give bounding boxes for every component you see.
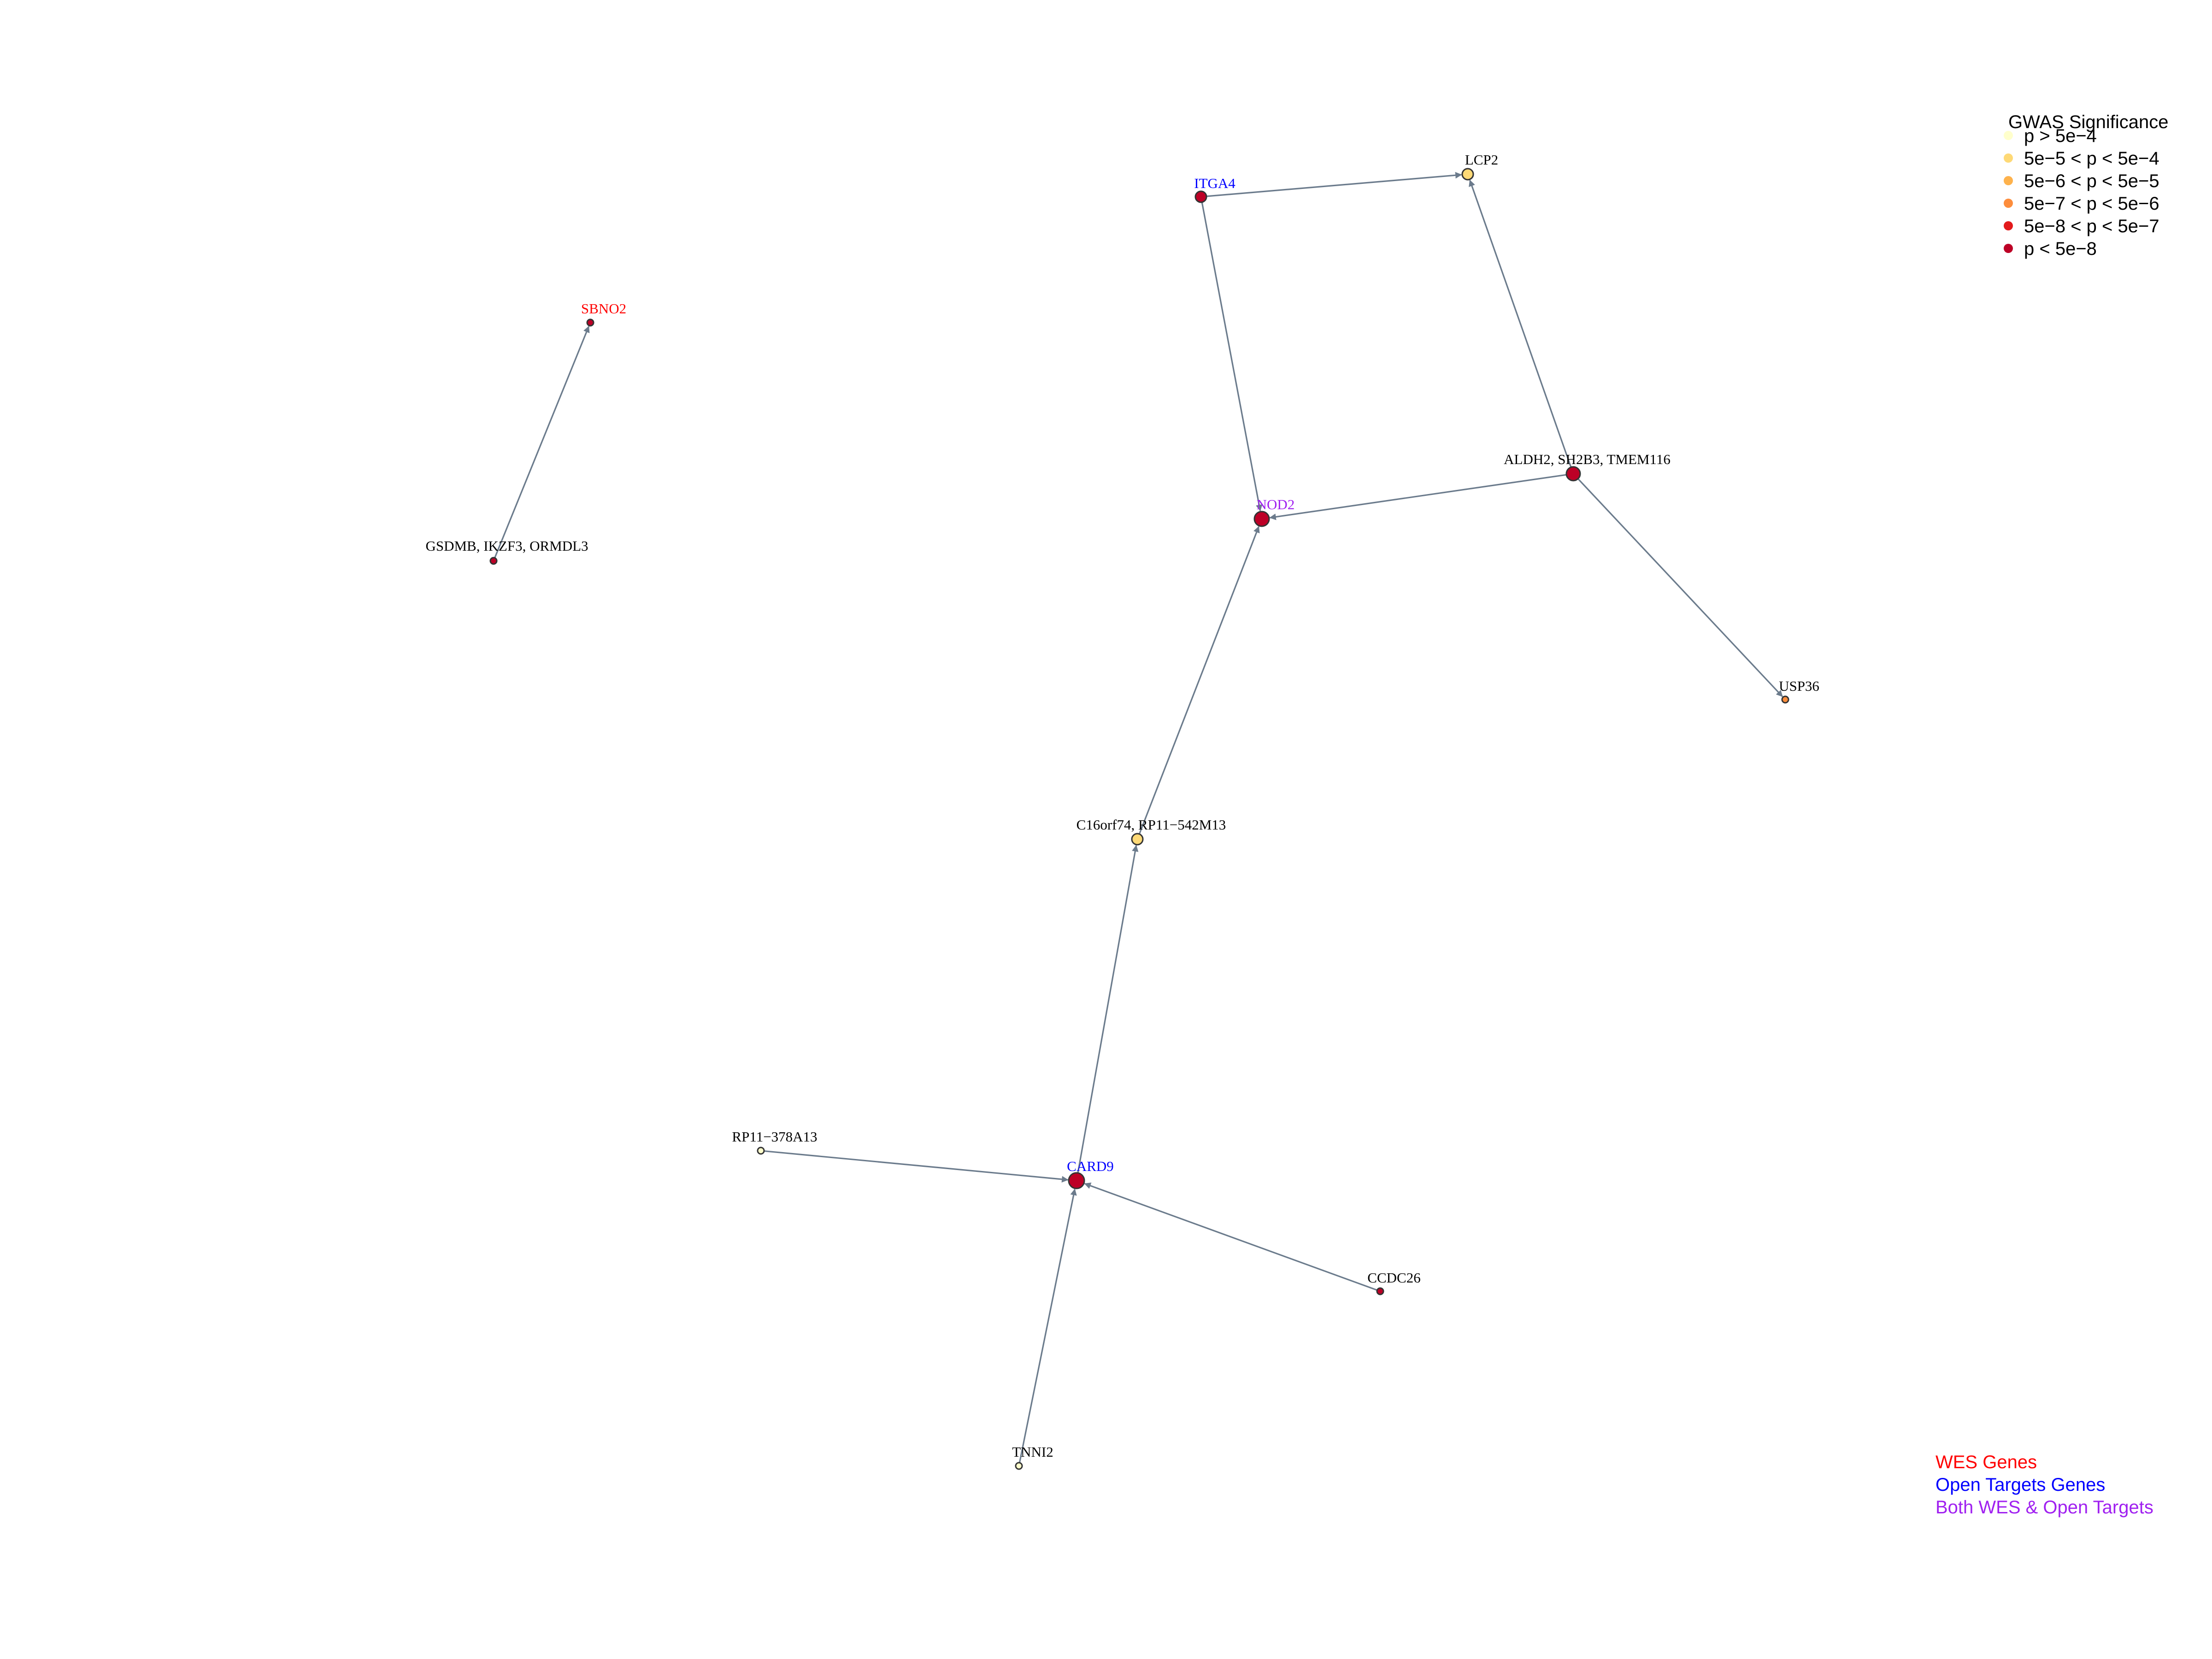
node-label-usp36: USP36	[1779, 678, 1819, 694]
legend-item-label: p < 5e−8	[2024, 239, 2097, 259]
legend-swatch	[2004, 244, 2013, 253]
node-label-rp11: RP11−378A13	[732, 1129, 817, 1145]
edge-itga4-to-lcp2	[1206, 172, 1462, 197]
node-usp36[interactable]	[1781, 695, 1789, 704]
node-nod2[interactable]	[1253, 511, 1270, 527]
node-gsdmb[interactable]	[489, 557, 498, 565]
edge-tnni2-to-card9	[1018, 1188, 1077, 1463]
legend-item-label: 5e−7 < p < 5e−6	[2024, 194, 2159, 214]
legend-item-label: p > 5e−4	[2024, 126, 2097, 146]
edge-card9-to-c16orf74	[1077, 845, 1139, 1173]
edge-itga4-to-nod2	[1201, 202, 1263, 512]
node-card9[interactable]	[1068, 1172, 1085, 1189]
node-label-ccdc26: CCDC26	[1367, 1270, 1420, 1286]
node-label-c16orf74: C16orf74, RP11−542M13	[1077, 817, 1226, 833]
edges-layer	[494, 172, 1783, 1463]
edge-aldh2-to-lcp2	[1469, 179, 1572, 468]
labels-layer: SBNO2 GSDMB, IKZF3, ORMDL3 ITGA4 LCP2 ALDH2,…	[425, 152, 1819, 1460]
legend-swatch	[2004, 153, 2013, 163]
node-label-aldh2: ALDH2, SH2B3, TMEM116	[1504, 451, 1671, 467]
node-label-card9: CARD9	[1067, 1158, 1114, 1174]
edge-gsdmb-to-sbno2	[494, 326, 590, 559]
legend-item-label: 5e−5 < p < 5e−4	[2024, 148, 2159, 169]
edge-aldh2-to-usp36	[1577, 478, 1783, 697]
edge-rp11-to-card9	[764, 1150, 1069, 1183]
node-rp11[interactable]	[757, 1147, 765, 1155]
node-label-lcp2: LCP2	[1465, 152, 1498, 168]
legend-swatch	[2004, 221, 2013, 230]
node-label-nod2: NOD2	[1257, 496, 1295, 512]
legend-swatch	[2004, 176, 2013, 185]
label-color-key: WES Genes Open Targets Genes Both WES & …	[1936, 1452, 2153, 1518]
node-label-gsdmb: GSDMB, IKZF3, ORMDL3	[425, 538, 588, 554]
node-ccdc26[interactable]	[1376, 1287, 1384, 1295]
edge-ccdc26-to-card9	[1084, 1182, 1377, 1291]
edge-c16orf74-to-nod2	[1138, 526, 1260, 835]
node-itga4[interactable]	[1194, 190, 1207, 203]
node-label-tnni2: TNNI2	[1012, 1444, 1053, 1460]
node-label-itga4: ITGA4	[1194, 175, 1235, 191]
node-sbno2[interactable]	[586, 318, 594, 327]
legend-swatch	[2004, 199, 2013, 208]
node-label-sbno2: SBNO2	[581, 300, 626, 317]
color-key-open-targets: Open Targets Genes	[1936, 1475, 2105, 1495]
edge-aldh2-to-nod2	[1269, 474, 1567, 520]
legend-title: GWAS Significance	[2008, 112, 2169, 132]
legend-swatch	[2004, 131, 2013, 140]
significance-legend: GWAS Significance p > 5e−45e−5 < p < 5e−…	[2004, 112, 2169, 259]
legend-item-label: 5e−8 < p < 5e−7	[2024, 216, 2159, 236]
node-lcp2[interactable]	[1461, 168, 1474, 181]
color-key-wes: WES Genes	[1936, 1452, 2037, 1472]
color-key-both: Both WES & Open Targets	[1936, 1497, 2153, 1518]
node-c16orf74[interactable]	[1131, 833, 1144, 846]
node-tnni2[interactable]	[1015, 1462, 1023, 1470]
node-aldh2[interactable]	[1565, 466, 1581, 482]
legend-item-label: 5e−6 < p < 5e−5	[2024, 171, 2159, 191]
nodes-layer	[489, 168, 1789, 1470]
